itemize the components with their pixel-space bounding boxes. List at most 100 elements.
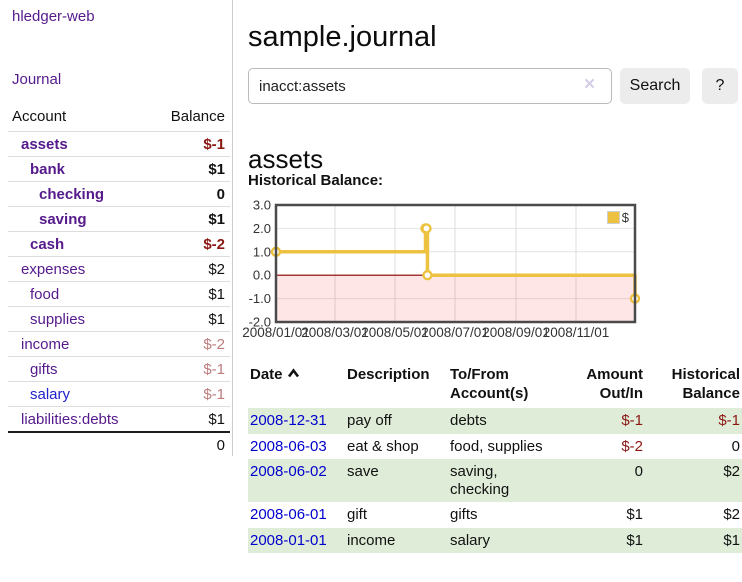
account-balance: $2 <box>152 257 230 282</box>
transaction-row: 2008-06-03eat & shopfood, supplies$-20 <box>248 434 742 460</box>
transaction-description: pay off <box>345 408 448 434</box>
svg-text:1.0: 1.0 <box>253 244 271 259</box>
transaction-description: income <box>345 528 448 554</box>
svg-text:-1.0: -1.0 <box>249 291 271 306</box>
account-link[interactable]: saving <box>39 211 87 228</box>
transaction-row: 2008-12-31pay offdebts$-1$-1 <box>248 408 742 434</box>
account-link[interactable]: supplies <box>30 311 85 328</box>
register-table: Date Description To/FromAccount(s) Amoun… <box>248 360 742 553</box>
transaction-amount: $1 <box>560 502 645 528</box>
account-row: saving $1 <box>8 207 230 232</box>
svg-text:2008/07/01: 2008/07/01 <box>421 325 489 340</box>
account-balance: $1 <box>152 407 230 433</box>
transaction-description: eat & shop <box>345 434 448 460</box>
account-link[interactable]: cash <box>30 236 64 253</box>
register-col-balance: HistoricalBalance <box>645 360 742 408</box>
legend-label: $ <box>622 210 629 225</box>
transaction-accounts: salary <box>448 528 560 554</box>
search-bar: × Search ? <box>248 68 742 104</box>
account-balance: $-2 <box>152 232 230 257</box>
transaction-accounts: debts <box>448 408 560 434</box>
account-link[interactable]: income <box>21 336 69 353</box>
svg-text:2008/05/01: 2008/05/01 <box>361 325 429 340</box>
account-heading: assets <box>248 144 323 175</box>
account-balance: $1 <box>152 157 230 182</box>
search-input[interactable] <box>248 68 612 104</box>
account-link[interactable]: bank <box>30 161 65 178</box>
account-balance: $-1 <box>152 132 230 157</box>
register-col-amount: AmountOut/In <box>560 360 645 408</box>
transaction-row: 2008-01-01incomesalary$1$1 <box>248 528 742 554</box>
account-link[interactable]: assets <box>21 136 68 153</box>
account-row: supplies $1 <box>8 307 230 332</box>
register-col-description: Description <box>345 360 448 408</box>
transaction-row: 2008-06-02savesaving,checking0$2 <box>248 459 742 502</box>
transaction-date-link[interactable]: 2008-06-03 <box>250 438 327 455</box>
register-table-body: 2008-12-31pay offdebts$-1$-12008-06-03ea… <box>248 408 742 553</box>
account-row: assets $-1 <box>8 132 230 157</box>
svg-text:3.0: 3.0 <box>253 198 271 213</box>
transaction-amount: $1 <box>560 528 645 554</box>
clear-search-icon[interactable]: × <box>584 75 595 95</box>
search-button[interactable]: Search <box>620 68 690 104</box>
transaction-balance: 0 <box>645 434 742 460</box>
account-link[interactable]: liabilities:debts <box>21 411 119 428</box>
account-balance: 0 <box>152 182 230 207</box>
account-row: checking 0 <box>8 182 230 207</box>
account-row: income $-2 <box>8 332 230 357</box>
account-row: cash $-2 <box>8 232 230 257</box>
transaction-amount: $-1 <box>560 408 645 434</box>
transaction-amount: $-2 <box>560 434 645 460</box>
svg-text:2008/09/01: 2008/09/01 <box>482 325 550 340</box>
register-col-date[interactable]: Date <box>248 360 345 408</box>
app-brand-link[interactable]: hledger-web <box>12 8 95 25</box>
accounts-total-value: 0 <box>8 432 230 457</box>
account-link[interactable]: salary <box>30 386 70 403</box>
account-link[interactable]: gifts <box>30 361 58 378</box>
transaction-date-link[interactable]: 2008-06-02 <box>250 463 327 480</box>
account-row: bank $1 <box>8 157 230 182</box>
help-button[interactable]: ? <box>702 68 738 104</box>
account-row: liabilities:debts $1 <box>8 407 230 433</box>
historical-balance-chart[interactable]: 3.02.01.00.0-1.0-2.02008/01/012008/03/01… <box>248 200 742 348</box>
chart-canvas[interactable]: 3.02.01.00.0-1.0-2.02008/01/012008/03/01… <box>248 200 742 342</box>
account-link[interactable]: checking <box>39 186 104 203</box>
transaction-date-link[interactable]: 2008-06-01 <box>250 506 327 523</box>
transaction-balance: $2 <box>645 459 742 502</box>
account-link[interactable]: food <box>30 286 59 303</box>
register-header-row: Date Description To/FromAccount(s) Amoun… <box>248 360 742 408</box>
chart-legend: $ <box>605 209 631 226</box>
svg-text:2008/03/01: 2008/03/01 <box>301 325 369 340</box>
accounts-table: Account Balance assets $-1 bank $1 checking 0… <box>8 104 230 457</box>
chart-title: Historical Balance: <box>248 172 383 189</box>
accounts-total-row: 0 <box>8 432 230 457</box>
page-title: sample.journal <box>248 21 437 54</box>
account-row: expenses $2 <box>8 257 230 282</box>
sidebar-item-journal[interactable]: Journal <box>12 71 61 88</box>
svg-text:2008/01/01: 2008/01/01 <box>242 325 310 340</box>
account-balance: $-1 <box>152 382 230 407</box>
accounts-col-account: Account <box>8 104 152 132</box>
account-balance: $1 <box>152 207 230 232</box>
transaction-balance: $2 <box>645 502 742 528</box>
svg-text:2.0: 2.0 <box>253 221 271 236</box>
transaction-accounts: saving,checking <box>448 459 560 502</box>
accounts-table-header: Account Balance <box>8 104 230 132</box>
account-balance: $1 <box>152 307 230 332</box>
svg-text:2008/11/01: 2008/11/01 <box>543 325 610 340</box>
account-link[interactable]: expenses <box>21 261 85 278</box>
transaction-date-link[interactable]: 2008-01-01 <box>250 532 327 549</box>
transaction-description: gift <box>345 502 448 528</box>
legend-swatch-icon <box>607 211 620 224</box>
transaction-balance: $1 <box>645 528 742 554</box>
transaction-description: save <box>345 459 448 502</box>
account-row: gifts$-1 <box>8 357 230 382</box>
account-row: salary $-1 <box>8 382 230 407</box>
account-row: food $1 <box>8 282 230 307</box>
account-balance: $1 <box>152 282 230 307</box>
sidebar-divider <box>232 0 233 456</box>
transaction-balance: $-1 <box>645 408 742 434</box>
transaction-date-link[interactable]: 2008-12-31 <box>250 412 327 429</box>
account-balance: $-2 <box>152 332 230 357</box>
accounts-col-balance: Balance <box>152 104 230 132</box>
